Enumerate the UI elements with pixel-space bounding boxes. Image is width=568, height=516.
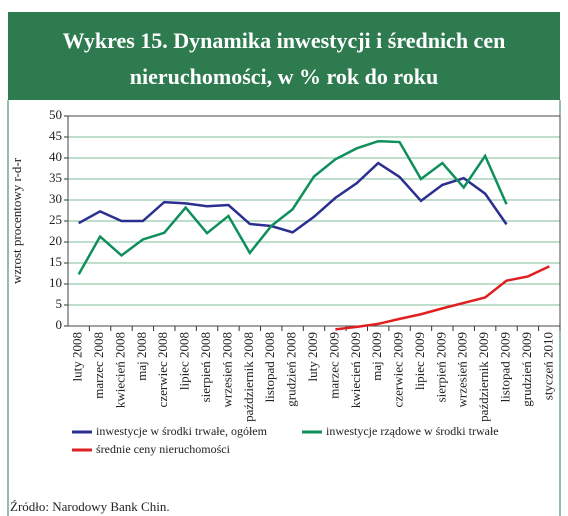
x-tick-label: lipiec 2009: [412, 332, 427, 390]
x-tick-label: styczeń 2010: [540, 332, 555, 400]
x-tick-label: październik 2008: [241, 332, 256, 422]
y-tick-label: 40: [49, 149, 62, 164]
y-tick-label: 50: [49, 107, 62, 122]
x-tick-label: wrzesień 2009: [455, 332, 470, 407]
y-tick-label: 25: [49, 212, 62, 227]
x-tick-label: czerwiec 2009: [391, 332, 406, 407]
source: Źródło: Narodowy Bank Chin.: [10, 499, 170, 514]
title-band: [8, 12, 560, 100]
x-tick-label: grudzień 2008: [284, 332, 299, 407]
y-tick-label: 45: [49, 128, 62, 143]
x-tick-label: maj 2008: [134, 332, 149, 381]
y-tick-label: 10: [49, 275, 62, 290]
plot-frame: [67, 115, 561, 327]
chart-title: nieruchomości, w % rok do roku: [130, 64, 438, 89]
y-tick-label: 5: [56, 296, 63, 311]
chart-title: Wykres 15. Dynamika inwestycji i średnic…: [63, 28, 506, 53]
x-tick-label: sierpień 2009: [433, 332, 448, 402]
legend-label: inwestycje w środki trwałe, ogółem: [96, 424, 268, 438]
series-line: [78, 161, 508, 234]
x-tick-label: grudzień 2009: [519, 332, 534, 407]
legend-label: średnie ceny nieruchomości: [96, 442, 231, 456]
y-tick-label: 20: [49, 233, 62, 248]
x-tick-label: maj 2009: [369, 332, 384, 381]
series-line: [77, 139, 508, 275]
x-tick-label: kwiecień 2008: [112, 332, 127, 408]
x-tick-label: wrzesień 2008: [219, 332, 234, 407]
y-tick-label: 0: [56, 317, 63, 332]
x-tick-label: luty 2008: [70, 332, 85, 381]
x-tick-label: marzec 2009: [326, 332, 341, 399]
x-tick-label: lipiec 2008: [177, 332, 192, 390]
x-tick-label: marzec 2008: [91, 332, 106, 399]
y-axis-label: wzrost procentowy r-d-r: [9, 157, 24, 284]
y-tick-label: 30: [49, 191, 62, 206]
x-tick-label: czerwiec 2008: [155, 332, 170, 407]
x-tick-label: sierpień 2008: [198, 332, 213, 402]
legend-label: inwestycje rządowe w środki trwałe: [326, 424, 499, 438]
x-tick-label: listopad 2009: [498, 332, 513, 402]
x-tick-label: kwiecień 2009: [348, 332, 363, 408]
x-tick-label: luty 2009: [305, 332, 320, 381]
series-line: [335, 265, 550, 331]
x-tick-label: październik 2009: [476, 332, 491, 422]
y-tick-label: 15: [49, 254, 62, 269]
x-tick-label: listopad 2008: [262, 332, 277, 402]
y-tick-label: 35: [49, 170, 62, 185]
